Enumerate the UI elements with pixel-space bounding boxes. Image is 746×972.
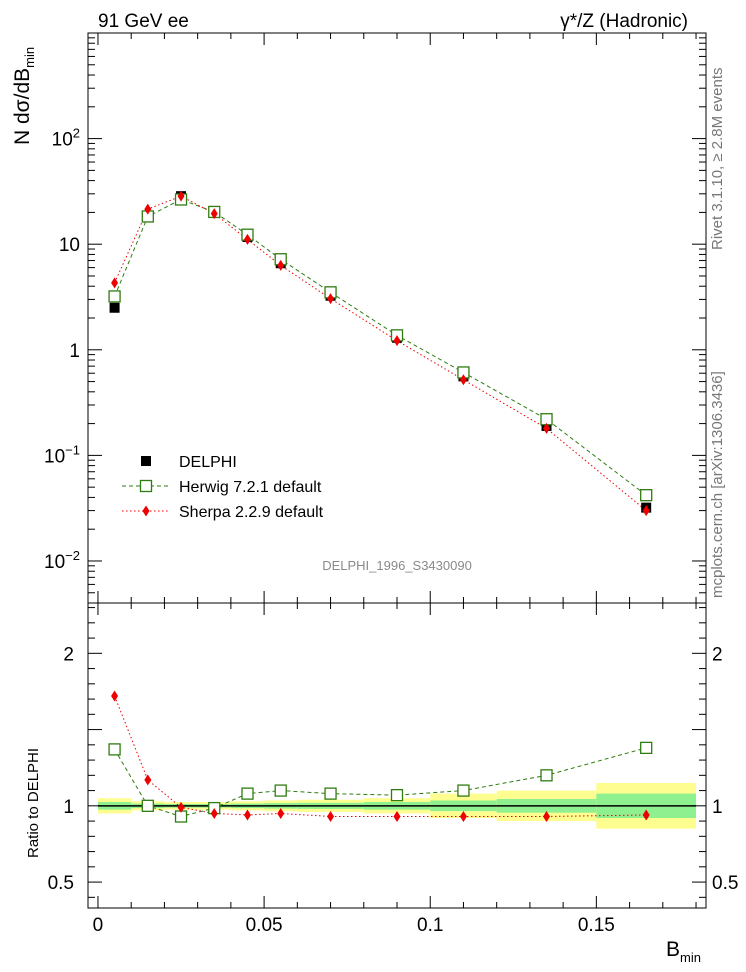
y-tick-label: 10: [59, 235, 80, 256]
herwig-ratio-point: [390, 789, 404, 802]
ratio-y-tick-label-right: 0.5: [712, 873, 738, 894]
y-tick-label: 10−2: [44, 548, 80, 573]
sherpa-point: [543, 422, 551, 434]
sherpa-point: [177, 190, 185, 202]
sherpa-point: [243, 233, 251, 245]
herwig-ratio-point: [108, 743, 121, 756]
xlabel: Bmin: [666, 938, 701, 965]
herwig-ratio-point: [141, 799, 154, 812]
legend: DELPHI Herwig 7.2.1 default Sherpa 2.2.9 d…: [122, 454, 324, 521]
sherpa-point: [111, 277, 119, 289]
herwig-line: [114, 198, 647, 496]
main-ylabel: N dσ/dBmin: [11, 47, 37, 145]
xlabel-sub: min: [680, 950, 701, 965]
ratio-y-tick-label-left: 1: [63, 797, 74, 818]
sherpa-ratio-point: [459, 811, 467, 822]
herwig-ratio-point: [324, 787, 337, 800]
x-tick-label: 0.15: [578, 915, 615, 936]
x-tick-label: 0.1: [417, 915, 443, 936]
sherpa-ratio-point: [177, 801, 185, 813]
header-right-label: γ*/Z (Hadronic): [560, 11, 688, 32]
delphi-point: [109, 302, 120, 313]
watermark-label: DELPHI_1996_S3430090: [322, 558, 472, 573]
sherpa-ratio-point: [243, 809, 251, 821]
sherpa-ratio-point: [393, 811, 401, 822]
sherpa-point: [144, 203, 152, 215]
legend-label: Herwig 7.2.1 default: [179, 479, 322, 496]
sherpa-point: [459, 374, 467, 386]
sherpa-point: [642, 505, 650, 517]
sherpa-ratio-point: [111, 690, 119, 702]
herwig-ratio-point: [457, 784, 470, 797]
legend-label: Sherpa 2.2.9 default: [179, 504, 324, 521]
y-tick-label: 1: [69, 341, 80, 362]
sherpa-point: [210, 208, 218, 220]
series-markers: [108, 190, 653, 823]
header-left-label: 91 GeV ee: [98, 11, 189, 32]
herwig-ratio-point: [241, 787, 254, 800]
sherpa-ratio-point: [144, 774, 152, 786]
y-tick-exp: 2: [73, 126, 80, 141]
legend-delphi-marker: [141, 456, 151, 466]
main-ylabel-sub: min: [22, 47, 37, 68]
ratio-y-tick-label-left: 0.5: [48, 873, 74, 894]
y-tick-label: 102: [52, 126, 80, 151]
legend-herwig-marker: [139, 479, 153, 493]
herwig-ratio-point: [640, 741, 653, 755]
herwig-ratio-point: [274, 784, 287, 797]
x-tick-label: 0.05: [246, 915, 283, 936]
sherpa-ratio-point: [327, 811, 335, 822]
axes: 0 0.05 0.1 0.15 10−2 10−1 1 10 102 0.5 0.5 1 1 2 2: [44, 32, 738, 936]
ratio-frame: [87, 602, 707, 909]
ratio-y-tick-label-right: 1: [712, 797, 723, 818]
herwig-ratio-point: [540, 769, 553, 782]
y-tick-exp: −2: [65, 548, 80, 563]
x-tick-label: 0: [93, 915, 104, 936]
sherpa-ratio-point: [642, 809, 650, 821]
sherpa-ratio-point: [210, 807, 218, 819]
sherpa-point: [327, 293, 335, 305]
sherpa-ratio-line: [114, 695, 647, 817]
sherpa-line: [114, 195, 647, 511]
sherpa-point: [393, 335, 401, 347]
sherpa-point: [277, 259, 285, 271]
side-label-top: Rivet 3.1.10, ≥ 2.8M events: [709, 68, 726, 251]
sherpa-ratio-point: [277, 807, 285, 819]
y-tick-exp: −1: [65, 442, 80, 457]
herwig-point: [640, 489, 653, 502]
ratio-ylabel: Ratio to DELPHI: [25, 748, 42, 858]
herwig-point: [108, 290, 121, 303]
sherpa-ratio-point: [543, 811, 551, 822]
ratio-y-tick-label-right: 2: [712, 644, 723, 665]
ratio-y-tick-label-left: 2: [63, 644, 74, 665]
legend-label: DELPHI: [179, 454, 237, 471]
side-label-bottom: mcplots.cern.ch [arXiv:1306.3436]: [709, 371, 726, 598]
y-tick-label: 10−1: [44, 442, 80, 467]
legend-sherpa-marker: [142, 505, 150, 517]
